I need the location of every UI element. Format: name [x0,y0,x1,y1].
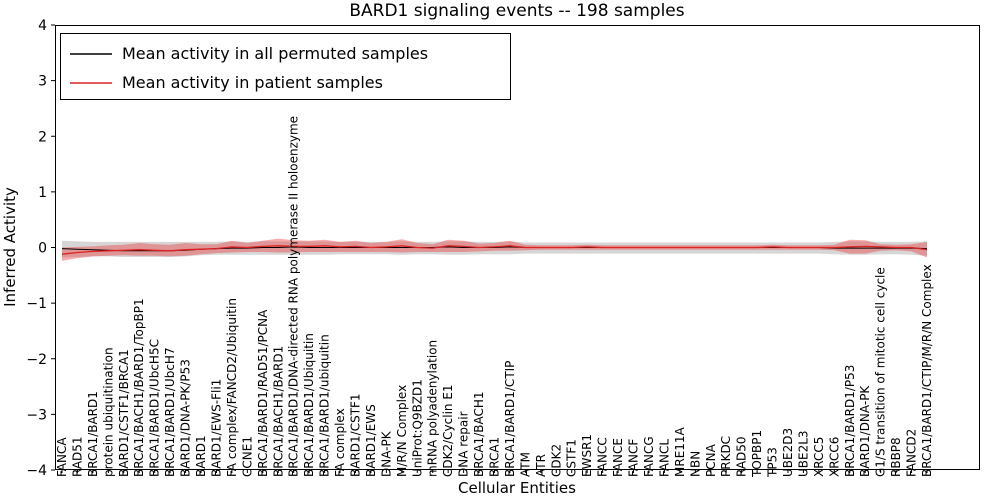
x-tick-label: UBE2D3 [781,428,795,477]
x-tick-label: XRCC5 [812,437,826,477]
x-tick-label: BRCA1/BARD1/CTIP [503,361,517,477]
x-tick-label: protein ubiquitination [101,347,115,477]
x-tick-label: FA complex/FANCD2/Ubiquitin [225,298,239,477]
x-tick-label: BRCA1/BARD1/UbcH5C [148,339,162,477]
plot-frame [55,25,980,470]
x-axis-label: Cellular Entities [458,479,576,497]
x-tick-label: FANCC [596,437,610,477]
x-tick-label: BRCA1/BARD1/P53 [843,365,857,477]
x-tick-label: MRE11A [673,426,687,477]
x-tick-label: CDK2/Cyclin E1 [441,384,455,477]
x-tick-label: M/R/N Complex [395,385,409,477]
x-tick-label: BRCA1/BACH1/BARD1/TopBP1 [132,298,146,477]
y-tick-label: −3 [26,407,47,423]
x-tick-label: BARD1 [194,435,208,477]
legend: Mean activity in all permuted samples Me… [60,33,511,100]
x-tick-label: FANCL [657,439,671,477]
x-tick-label: DNA-PK [379,430,393,477]
x-tick-label: TOPBP1 [750,430,764,478]
x-tick-label: UBE2L3 [796,430,810,477]
x-tick-label: CCNE1 [240,436,254,477]
x-tick-label: FANCD2 [905,429,919,477]
x-tick-label: NBN [688,451,702,477]
x-tick-label: BRCA1 [488,437,502,477]
patient-mean-line [61,245,928,255]
x-tick-label: BRCA1/BARD1/RAD51/PCNA [256,309,270,477]
plot-area: −4 −3 −2 −1 0 1 2 3 4 FANCA RAD51 BRCA1/BARD1 protei… [26,18,980,479]
x-tick-label: UniProt:Q9BZD1 [410,379,424,477]
x-tick-label: RBBP8 [889,437,903,477]
x-tick-label: ATR [534,454,548,477]
x-tick-label: BARD1/CSTF1/BRCA1 [117,349,131,477]
x-tick-label: mRNA polyadenylation [426,340,440,477]
x-tick-label: BRCA1/BARD1/DNA-directed RNA polymerase … [287,116,301,477]
x-tick-label: FA complex [333,408,347,477]
x-tick-label: BRCA1/BACH1/BARD1 [271,346,285,477]
x-tick-label: FANCE [611,438,625,477]
x-tick-label: BRCA1/BARD1/ubiquitin [318,334,332,477]
x-tick-label: BRCA1/BARD1/UbcH7 [163,347,177,477]
y-axis-label: Inferred Activity [1,187,19,307]
x-tick-label: RAD51 [70,436,84,477]
permuted-band [62,240,927,258]
x-tick-label: XRCC6 [827,437,841,477]
x-tick-label: EWSR1 [580,434,594,477]
x-tick-label: BRCA1/BACH1 [472,391,486,477]
x-tick-label: TP53 [766,447,780,478]
x-tick-label: BARD1/EWS [364,404,378,477]
y-tick-label: −2 [26,352,47,368]
x-tick-label: FANCF [627,439,641,477]
x-tick-label: CSTF1 [565,439,579,477]
x-tick-label: BARD1/EWS-Fli1 [210,379,224,477]
y-tick-label: 0 [38,241,47,257]
x-tick-label: BARD1/DNA-PK [858,385,872,477]
patient-band [62,238,927,261]
chart-title: BARD1 signaling events -- 198 samples [349,1,684,21]
legend-box [60,33,511,100]
x-tick-label: PRKDC [719,436,733,477]
x-tick-label: CDK2 [549,444,563,477]
x-tick-label: BARD1/DNA-PK/P53 [179,359,193,477]
y-tick-label: −4 [26,463,47,479]
x-tick-label: BRCA1/BARD1/CTIP/M/R/N Complex [920,264,934,477]
x-tick-label: PCNA [704,443,718,477]
x-tick-label: BRCA1/BARD1/Ubiquitin [302,333,316,477]
x-tick-label: FANCG [642,436,656,477]
y-tick-label: 4 [38,18,47,34]
y-tick-label: 2 [38,129,47,145]
x-tick-label: ATM [518,452,532,477]
x-tick-label: RAD50 [735,436,749,477]
x-tick-label: FANCA [55,437,69,477]
x-tick-label: BRCA1/BARD1 [86,391,100,477]
legend-label-permuted: Mean activity in all permuted samples [122,44,428,63]
x-tick-label: DNA repair [457,411,471,477]
x-tick-label: G1/S transition of mitotic cell cycle [874,267,888,477]
x-tick-label: BARD1/CSTF1 [349,393,363,477]
legend-label-patient: Mean activity in patient samples [122,73,383,92]
y-tick-label: 3 [38,74,47,90]
y-tick-label: −1 [26,296,47,312]
y-tick-label: 1 [38,185,47,201]
